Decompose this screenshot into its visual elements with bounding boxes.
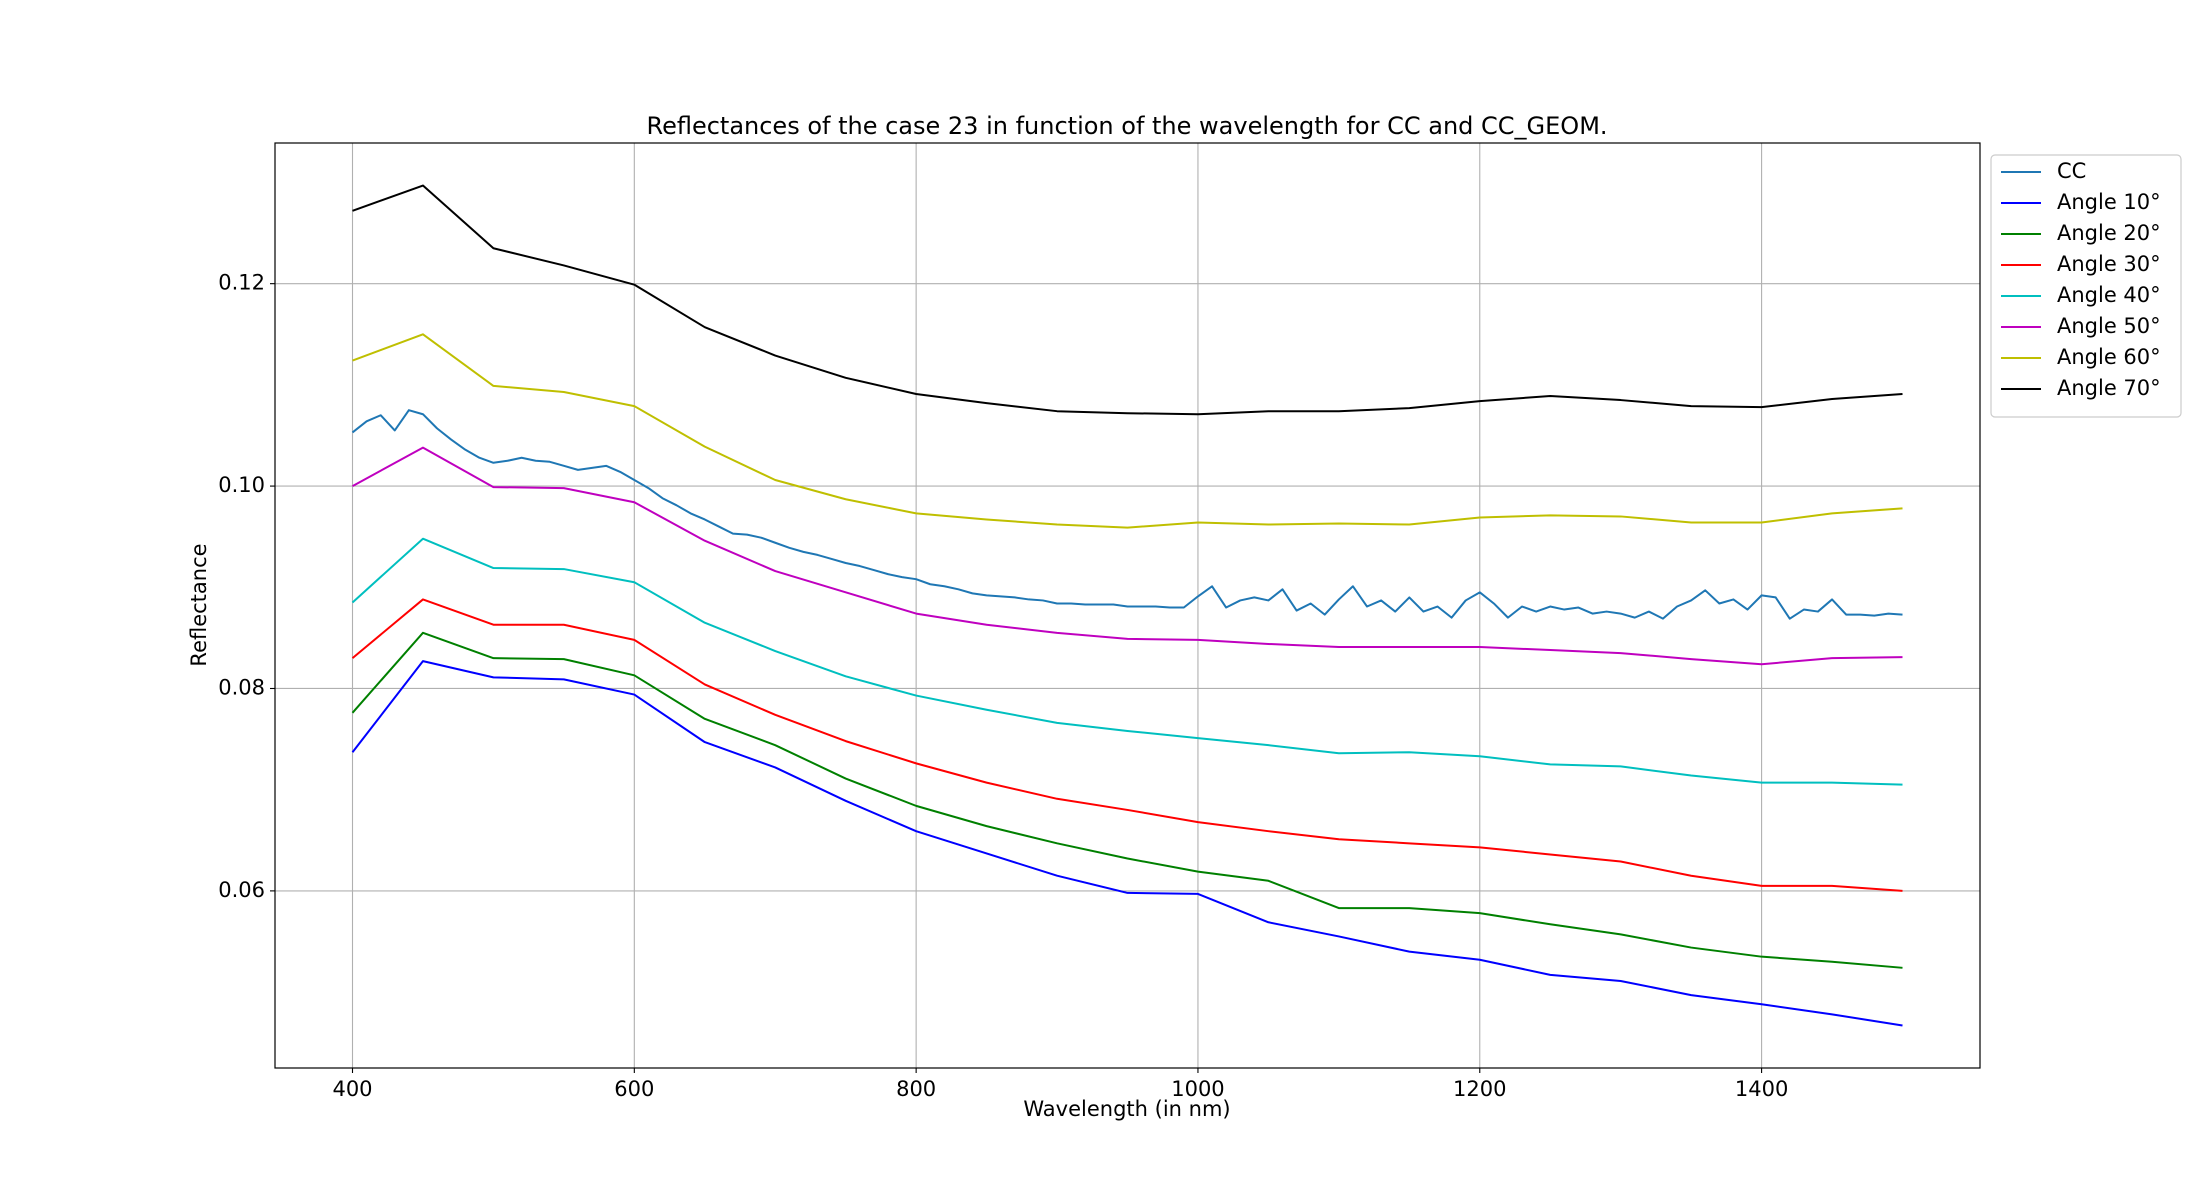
x-axis-label: Wavelength (in nm): [1023, 1097, 1230, 1121]
data-line: [351, 409, 1903, 620]
y-axis-label: Reflectance: [187, 543, 211, 666]
legend-label: Angle 50°: [2057, 314, 2161, 338]
legend-frame: [1990, 154, 2182, 418]
legend-label: CC: [2057, 159, 2086, 183]
y-tick-label: 0.10: [218, 473, 265, 497]
data-line: [351, 537, 1903, 786]
legend-label: Angle 70°: [2057, 376, 2161, 400]
legend: CC Angle 10° Angle 20° Angle 30° Angle 40° An…: [1990, 154, 2182, 418]
data-line: [351, 660, 1903, 1027]
x-tick-label: 600: [614, 1077, 654, 1101]
legend-label: Angle 20°: [2057, 221, 2161, 245]
legend-label: Angle 60°: [2057, 345, 2161, 369]
x-tick-label: 400: [332, 1077, 372, 1101]
axes-frame: [274, 142, 1981, 1069]
chart-title: Reflectances of the case 23 in function …: [646, 112, 1607, 140]
x-tick-label: 1000: [1171, 1077, 1224, 1101]
data-line: [351, 598, 1903, 892]
legend-label: Angle 10°: [2057, 190, 2161, 214]
x-tick-label: 1400: [1735, 1077, 1788, 1101]
data-line: [352, 333, 1903, 529]
legend-label: Angle 40°: [2057, 283, 2161, 307]
data-line: [352, 446, 1903, 666]
y-tick-label: 0.08: [218, 675, 265, 699]
legend-label: Angle 30°: [2057, 252, 2161, 276]
data-line: [352, 184, 1903, 416]
y-tick-label: 0.06: [218, 878, 265, 902]
x-tick-label: 800: [896, 1077, 936, 1101]
data-line: [351, 631, 1903, 969]
y-tick-label: 0.12: [218, 271, 265, 295]
x-tick-label: 1200: [1453, 1077, 1506, 1101]
